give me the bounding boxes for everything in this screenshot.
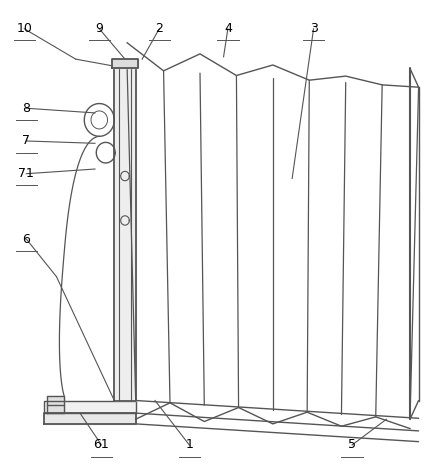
Text: 2: 2: [155, 22, 163, 35]
Polygon shape: [46, 396, 64, 413]
Polygon shape: [43, 401, 136, 413]
Text: 71: 71: [18, 167, 34, 180]
Text: 4: 4: [224, 22, 232, 35]
Polygon shape: [43, 413, 136, 424]
Text: 10: 10: [16, 22, 32, 35]
Text: 7: 7: [22, 135, 31, 147]
Text: 8: 8: [22, 102, 31, 115]
Text: 9: 9: [95, 22, 103, 35]
Text: 61: 61: [94, 439, 109, 452]
Text: 1: 1: [185, 439, 193, 452]
Polygon shape: [112, 59, 138, 68]
Text: 3: 3: [310, 22, 317, 35]
Polygon shape: [114, 66, 136, 401]
Text: 5: 5: [348, 439, 356, 452]
Text: 6: 6: [22, 233, 31, 246]
